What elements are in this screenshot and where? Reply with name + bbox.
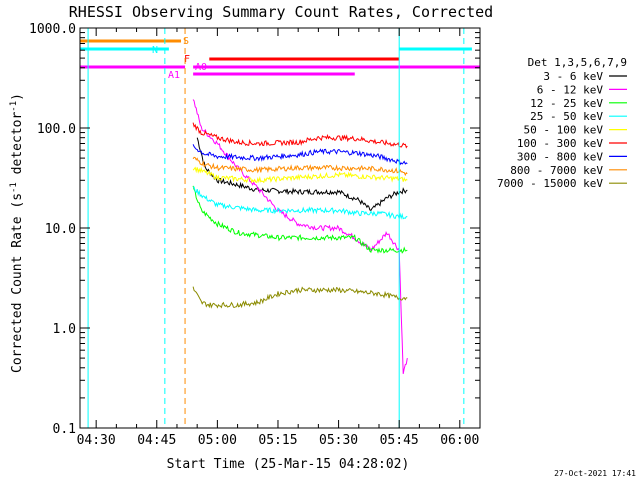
- flag-label: F: [184, 54, 190, 65]
- y-label-sup1: -1: [9, 182, 19, 193]
- legend-entry-label: 100 - 300 keV: [517, 137, 603, 150]
- legend-entry-label: 25 - 50 keV: [530, 110, 603, 123]
- x-tick-label: 05:30: [319, 433, 358, 448]
- series-line: [192, 144, 408, 166]
- legend-entry-label: 800 - 7000 keV: [510, 164, 603, 177]
- series-line: [192, 166, 408, 184]
- x-tick-label: 04:30: [77, 433, 116, 448]
- legend-entry-label: 7000 - 15000 keV: [497, 177, 603, 190]
- x-tick-label: 05:00: [198, 433, 237, 448]
- flag-label: A1: [168, 70, 180, 81]
- flag-label: N: [152, 45, 158, 56]
- y-tick-label: 100.0: [37, 122, 76, 137]
- y-label-sup2: -1: [9, 101, 19, 112]
- series-line: [192, 185, 408, 254]
- series-line: [192, 186, 408, 220]
- x-tick-label: 04:45: [137, 433, 176, 448]
- y-tick-label: 1.0: [53, 322, 76, 337]
- timestamp-label: 27-Oct-2021 17:41: [554, 469, 636, 478]
- series-line: [196, 137, 408, 212]
- y-label-main: Corrected Count Rate (s: [10, 193, 25, 373]
- legend-entry-label: 12 - 25 keV: [530, 97, 603, 110]
- y-label-mid: detector: [10, 112, 25, 183]
- x-axis-label: Start Time (25-Mar-15 04:28:02): [167, 457, 410, 472]
- y-tick-label: 1000.0: [29, 22, 76, 37]
- x-tick-label: 05:15: [258, 433, 297, 448]
- flag-label: A0: [195, 62, 207, 73]
- series-line: [192, 286, 408, 309]
- y-label-end: ): [10, 93, 25, 101]
- x-tick-label: 05:45: [380, 433, 419, 448]
- legend-title: Det 1,3,5,6,7,9: [528, 56, 627, 69]
- y-axis-label: Corrected Count Rate (s-1 detector-1): [9, 93, 25, 373]
- legend-entry-label: 6 - 12 keV: [537, 83, 604, 96]
- chart-title: RHESSI Observing Summary Count Rates, Co…: [69, 3, 493, 21]
- legend-entry-label: 300 - 800 keV: [517, 150, 603, 163]
- y-tick-label: 10.0: [45, 222, 76, 237]
- series-line: [192, 122, 408, 149]
- plot-frame: [79, 27, 481, 429]
- x-tick-label: 06:00: [440, 433, 479, 448]
- flag-label: S: [183, 36, 189, 47]
- y-tick-label: 0.1: [53, 422, 76, 437]
- legend-entry-label: 50 - 100 keV: [524, 124, 604, 137]
- series-line: [192, 156, 408, 177]
- legend-entry-label: 3 - 6 keV: [543, 70, 603, 83]
